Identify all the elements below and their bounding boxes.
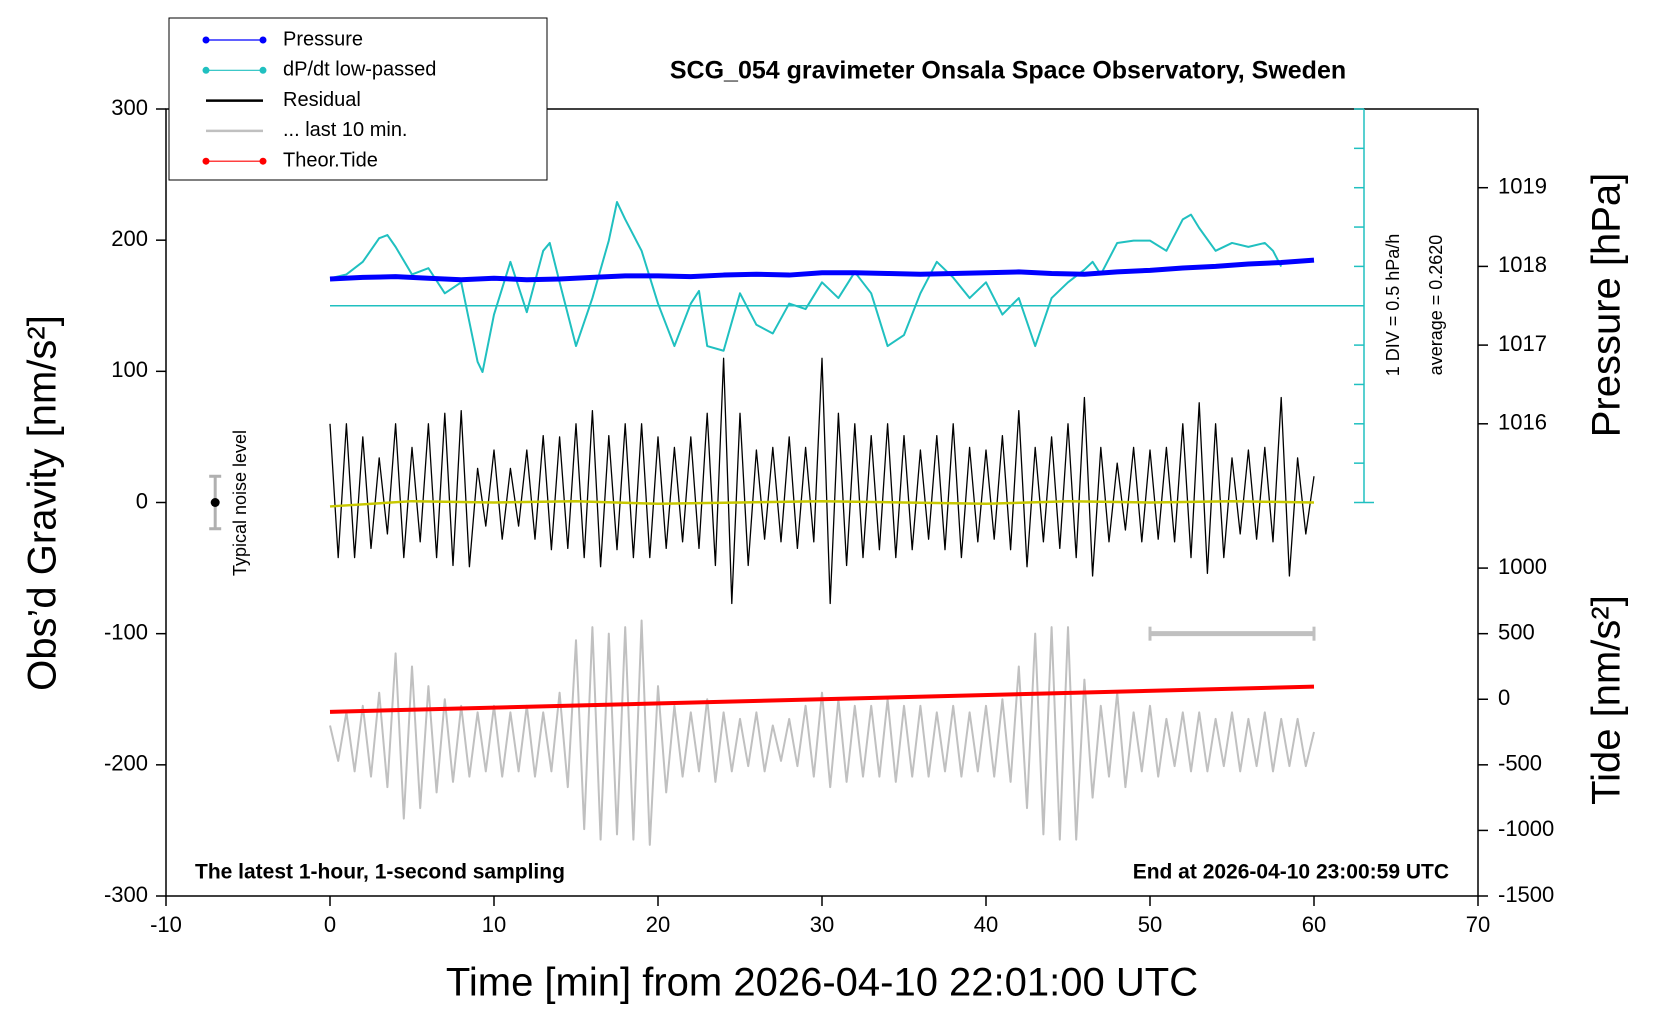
- plot-area: [329, 201, 1315, 846]
- x-tick-label: 10: [482, 912, 506, 937]
- x-tick-label: 50: [1138, 912, 1162, 937]
- series-line: [329, 201, 1283, 374]
- x-tick-label: 40: [974, 912, 998, 937]
- tide-tick-label: 0: [1498, 685, 1510, 710]
- x-tick-label: 20: [646, 912, 670, 937]
- tide-tick-label: 1000: [1498, 554, 1547, 579]
- tide-tick-label: -1000: [1498, 816, 1554, 841]
- y-tick-label: 200: [111, 226, 148, 251]
- legend-marker: [259, 157, 267, 165]
- error-bar-point: [210, 498, 220, 507]
- legend-label: Theor.Tide: [283, 149, 378, 171]
- scale-bar: [1148, 626, 1316, 641]
- y-tick-label: 300: [111, 95, 148, 120]
- legend-marker: [259, 36, 267, 44]
- chart-title: SCG_054 gravimeter Onsala Space Observat…: [670, 57, 1346, 85]
- annotation: End at 2026-04-10 23:00:59 UTC: [1133, 861, 1449, 884]
- series-line: [329, 499, 1315, 508]
- tide-axis-label: Tide [nm/s²]: [1585, 595, 1629, 805]
- legend-label: dP/dt low-passed: [283, 59, 436, 81]
- legend-marker: [259, 66, 267, 74]
- x-axis-label: Time [min] from 2026-04-10 22:01:00 UTC: [446, 961, 1198, 1005]
- y-axis-label: Obs’d Gravity [nm/s²]: [21, 315, 65, 691]
- scale-label: average = 0.2620: [1426, 235, 1446, 376]
- tide-tick-label: -1500: [1498, 882, 1554, 907]
- tide-tick-label: -500: [1498, 751, 1542, 776]
- pressure-tick-label: 1017: [1498, 331, 1547, 356]
- series-line: [329, 684, 1315, 714]
- legend-label: Residual: [283, 89, 361, 111]
- x-tick-label: -10: [150, 912, 182, 937]
- legend-marker: [202, 66, 210, 74]
- y-tick-label: -200: [104, 751, 148, 776]
- legend-box: [168, 17, 548, 181]
- legend-marker: [202, 157, 210, 165]
- legend: Pressure dP/dt low-passed Residual ... last…: [168, 17, 548, 181]
- legend-label: Pressure: [283, 28, 363, 50]
- x-tick-label: 70: [1466, 912, 1490, 937]
- x-tick-label: 60: [1302, 912, 1326, 937]
- pressure-tick-label: 1018: [1498, 252, 1547, 277]
- y-tick-label: -100: [104, 619, 148, 644]
- annotation: The latest 1-hour, 1-second sampling: [195, 861, 565, 884]
- legend-marker: [202, 36, 210, 44]
- y-tick-label: -300: [104, 882, 148, 907]
- y-tick-label: 0: [136, 488, 148, 513]
- tide-tick-label: 500: [1498, 619, 1535, 644]
- x-tick-label: 30: [810, 912, 834, 937]
- y-tick-label: 100: [111, 357, 148, 382]
- scale-label: 1 DIV = 0.5 hPa/h: [1383, 234, 1403, 377]
- noise-error-bar: [209, 474, 222, 531]
- pressure-tick-label: 1019: [1498, 174, 1547, 199]
- legend-label: ... last 10 min.: [283, 119, 408, 141]
- pressure-tick-label: 1016: [1498, 410, 1547, 435]
- noise-label: Typical noise level: [230, 430, 250, 576]
- series-line: [329, 357, 1315, 605]
- series-line: [329, 257, 1315, 283]
- x-tick-label: 0: [324, 912, 336, 937]
- pressure-axis-label: Pressure [hPa]: [1585, 173, 1629, 438]
